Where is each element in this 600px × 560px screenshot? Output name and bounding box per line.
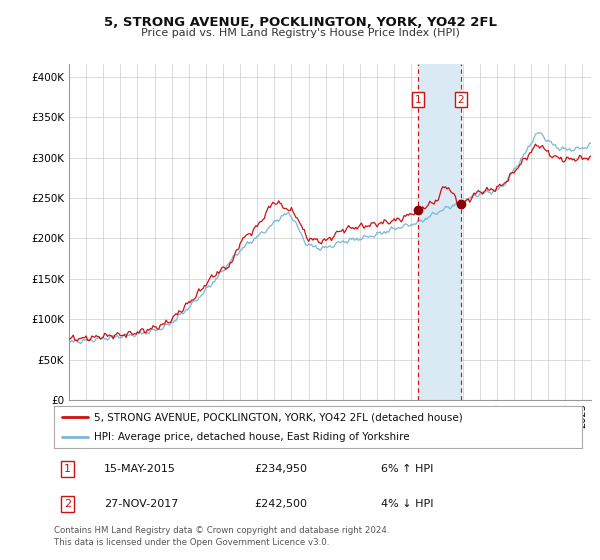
Text: 5, STRONG AVENUE, POCKLINGTON, YORK, YO42 2FL: 5, STRONG AVENUE, POCKLINGTON, YORK, YO4… — [104, 16, 497, 29]
Text: 5, STRONG AVENUE, POCKLINGTON, YORK, YO42 2FL (detached house): 5, STRONG AVENUE, POCKLINGTON, YORK, YO4… — [94, 412, 463, 422]
Text: 2: 2 — [64, 499, 71, 509]
Text: 27-NOV-2017: 27-NOV-2017 — [104, 499, 179, 509]
Text: 1: 1 — [415, 95, 421, 105]
Text: 15-MAY-2015: 15-MAY-2015 — [104, 464, 176, 474]
Text: 6% ↑ HPI: 6% ↑ HPI — [382, 464, 434, 474]
Text: 1: 1 — [64, 464, 71, 474]
Text: Contains HM Land Registry data © Crown copyright and database right 2024.
This d: Contains HM Land Registry data © Crown c… — [54, 526, 389, 547]
Text: 2: 2 — [458, 95, 464, 105]
Text: HPI: Average price, detached house, East Riding of Yorkshire: HPI: Average price, detached house, East… — [94, 432, 409, 442]
Text: £234,950: £234,950 — [254, 464, 308, 474]
Text: 4% ↓ HPI: 4% ↓ HPI — [382, 499, 434, 509]
Text: £242,500: £242,500 — [254, 499, 308, 509]
Bar — [418, 64, 461, 400]
Text: Price paid vs. HM Land Registry's House Price Index (HPI): Price paid vs. HM Land Registry's House … — [140, 28, 460, 38]
